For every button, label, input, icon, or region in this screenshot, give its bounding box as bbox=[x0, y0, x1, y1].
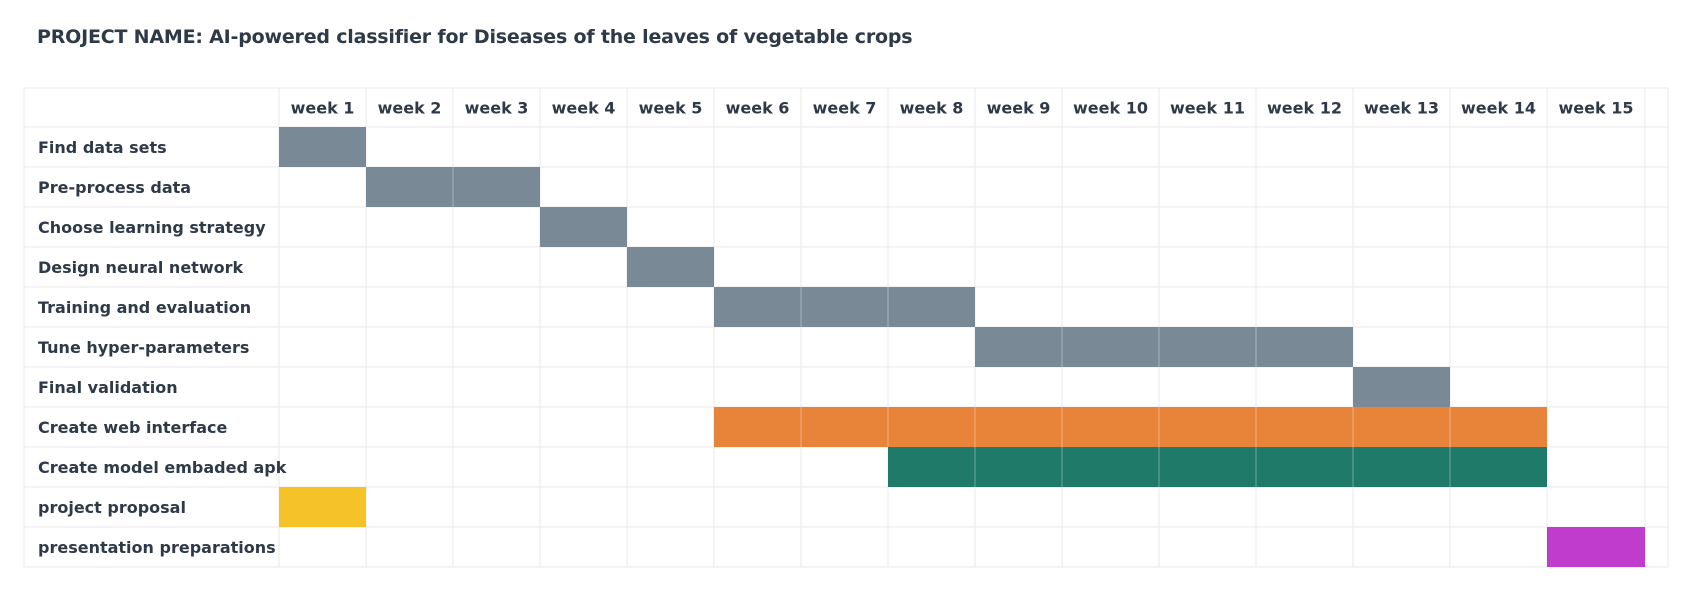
week-header-label: week 5 bbox=[639, 99, 703, 118]
week-header-label: week 11 bbox=[1170, 99, 1245, 118]
week-header-label: week 12 bbox=[1267, 99, 1342, 118]
grid-layer bbox=[23, 87, 1669, 568]
week-header-label: week 10 bbox=[1073, 99, 1148, 118]
task-bar bbox=[975, 327, 1353, 367]
task-label: Create web interface bbox=[38, 418, 228, 437]
week-header-label: week 4 bbox=[552, 99, 616, 118]
task-label: Pre-process data bbox=[38, 178, 191, 197]
task-bar bbox=[888, 447, 1547, 487]
task-label: Find data sets bbox=[38, 138, 167, 157]
text-layer: week 1 week 2 week 3 week 4 week 5 week 6 week… bbox=[38, 99, 1633, 558]
task-label: Final validation bbox=[38, 378, 178, 397]
task-label: project proposal bbox=[38, 498, 186, 517]
task-bar bbox=[714, 287, 975, 327]
week-header-label: week 2 bbox=[378, 99, 442, 118]
week-header-label: week 15 bbox=[1559, 99, 1634, 118]
task-label: presentation preparations bbox=[38, 538, 276, 557]
week-header-label: week 3 bbox=[465, 99, 529, 118]
task-bar bbox=[627, 247, 714, 287]
task-bar bbox=[366, 167, 540, 207]
task-bar bbox=[540, 207, 627, 247]
week-header-label: week 8 bbox=[900, 99, 964, 118]
week-header-label: week 9 bbox=[987, 99, 1051, 118]
task-label: Tune hyper-parameters bbox=[38, 338, 249, 357]
week-header-label: week 14 bbox=[1461, 99, 1536, 118]
week-header-label: week 1 bbox=[291, 99, 355, 118]
task-bar bbox=[279, 487, 366, 527]
task-bar bbox=[1547, 527, 1645, 567]
task-label: Choose learning strategy bbox=[38, 218, 266, 237]
week-header-label: week 13 bbox=[1364, 99, 1439, 118]
chart-title: PROJECT NAME: AI-powered classifier for … bbox=[37, 26, 913, 48]
task-bar bbox=[1353, 367, 1450, 407]
week-header-label: week 6 bbox=[726, 99, 790, 118]
bar-layer bbox=[279, 127, 1645, 567]
task-bar bbox=[279, 127, 366, 167]
task-label: Create model embaded apk bbox=[38, 458, 287, 477]
task-bar bbox=[714, 407, 1547, 447]
task-label: Training and evaluation bbox=[38, 298, 251, 317]
task-label: Design neural network bbox=[38, 258, 243, 277]
week-header-label: week 7 bbox=[813, 99, 877, 118]
